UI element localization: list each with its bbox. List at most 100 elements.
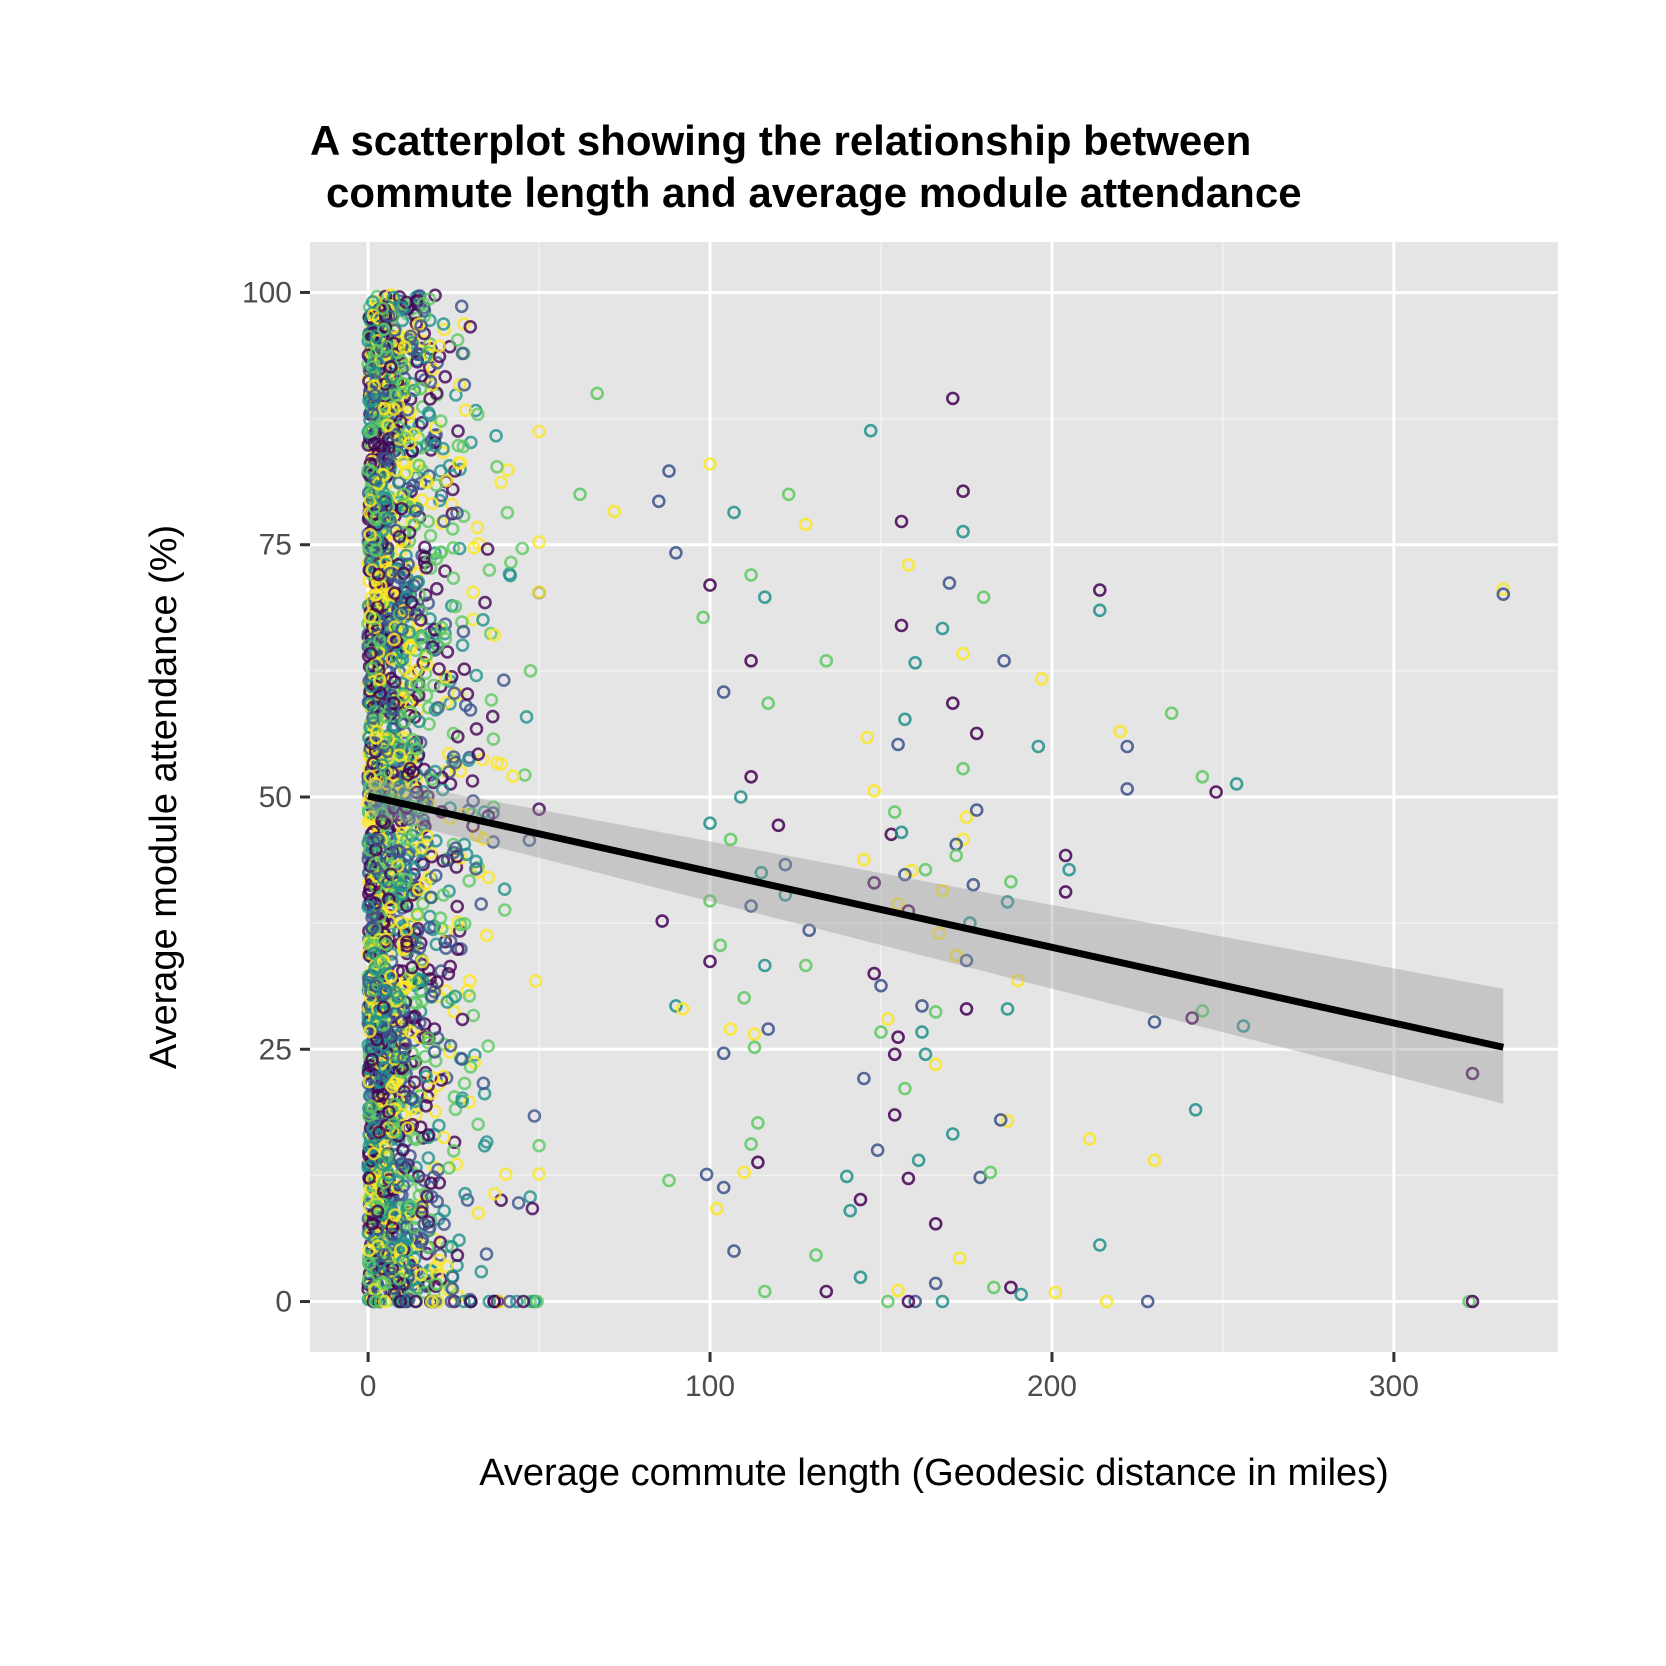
cluster-point (420, 829, 434, 843)
cluster-point (387, 402, 402, 417)
cluster-point (413, 631, 428, 646)
cluster-point (369, 543, 383, 558)
cluster-point (361, 900, 376, 914)
cluster-point (379, 491, 393, 506)
cluster-point (424, 772, 439, 787)
scatter-point (915, 999, 929, 1013)
cluster-point (384, 288, 398, 302)
cluster-point (532, 1138, 546, 1153)
cluster-point (412, 1015, 427, 1030)
cluster-point (415, 954, 430, 969)
cluster-point (439, 941, 453, 956)
cluster-point (362, 1243, 376, 1258)
scatter-point (819, 1284, 834, 1299)
cluster-point (386, 290, 401, 305)
cluster-point (368, 861, 383, 876)
scatter-point (781, 487, 796, 502)
cluster-point (408, 1294, 423, 1309)
cluster-point (419, 1069, 433, 1083)
scatter-point (935, 621, 950, 636)
scatter-point (1082, 1132, 1097, 1146)
scatter-point (891, 1283, 905, 1298)
cluster-point (414, 319, 428, 333)
cluster-point (377, 1061, 392, 1075)
cluster-point (487, 1294, 502, 1309)
cluster-point (418, 588, 433, 602)
cluster-point (467, 540, 481, 555)
cluster-point (496, 673, 511, 688)
cluster-point (396, 1003, 411, 1018)
scatter-point (675, 1002, 690, 1016)
cluster-point (393, 1294, 408, 1309)
scatter-point (703, 578, 717, 592)
cluster-point (368, 1070, 383, 1084)
cluster-point (413, 476, 428, 491)
scatter-point (860, 730, 875, 745)
scatter-point (651, 494, 666, 509)
cluster-point (428, 764, 443, 779)
cluster-point (394, 878, 408, 893)
cluster-point (438, 632, 453, 646)
cluster-point (410, 907, 425, 922)
cluster-point (422, 1220, 437, 1234)
scatter-point (894, 825, 909, 840)
cluster-point (426, 1071, 440, 1085)
cluster-point (431, 700, 445, 715)
scatter-point (1147, 1153, 1162, 1168)
cluster-point (448, 599, 463, 614)
cluster-point (383, 900, 398, 915)
cluster-point (390, 1180, 405, 1195)
cluster-point (438, 564, 452, 578)
scatter-point (1093, 583, 1107, 597)
cluster-point (487, 628, 502, 642)
cluster-point (392, 780, 406, 794)
cluster-point (375, 806, 389, 821)
scatter-point (1465, 1066, 1480, 1081)
cluster-point (423, 528, 438, 543)
scatter-point (744, 899, 758, 913)
cluster-point (451, 424, 465, 438)
cluster-point (446, 750, 461, 764)
cluster-point (448, 1102, 463, 1117)
cluster-point (466, 794, 480, 808)
cluster-point (462, 1095, 477, 1109)
scatter-point (880, 1294, 895, 1309)
scatter-point (887, 1047, 902, 1062)
cluster-point (515, 541, 530, 556)
scatter-point (1120, 782, 1134, 796)
scatter-point (761, 1022, 776, 1036)
cluster-point (395, 622, 409, 637)
cluster-point (428, 868, 443, 883)
cluster-point (385, 1220, 400, 1235)
cluster-point (370, 1001, 385, 1016)
cluster-point (400, 832, 414, 847)
x-tick-label: 300 (1369, 1370, 1419, 1403)
cluster-point (412, 973, 427, 988)
scatter-point (956, 761, 970, 776)
cluster-point (502, 1294, 517, 1309)
cluster-point (486, 732, 501, 746)
cluster-point (372, 633, 387, 648)
dense-point-cluster (361, 288, 546, 1309)
cluster-point (378, 1276, 392, 1291)
cluster-point (417, 540, 432, 555)
cluster-point (421, 596, 436, 611)
scatter-point (757, 1284, 772, 1299)
cluster-point (370, 1204, 385, 1219)
cluster-point (394, 354, 409, 368)
cluster-point (396, 487, 411, 502)
cluster-point (462, 873, 477, 888)
y-tick-label: 100 (242, 276, 292, 309)
scatter-point (1113, 724, 1128, 739)
x-axis: 0 100 200 300 (360, 1352, 1419, 1403)
cluster-point (408, 504, 423, 518)
cluster-point (470, 407, 485, 422)
cluster-point (432, 662, 446, 676)
cluster-point (367, 857, 382, 871)
cluster-point (378, 710, 393, 724)
scatter-point (918, 1047, 933, 1062)
cluster-point (413, 381, 428, 396)
cluster-point (363, 493, 378, 508)
cluster-point (532, 1167, 546, 1181)
cluster-point (479, 928, 494, 943)
